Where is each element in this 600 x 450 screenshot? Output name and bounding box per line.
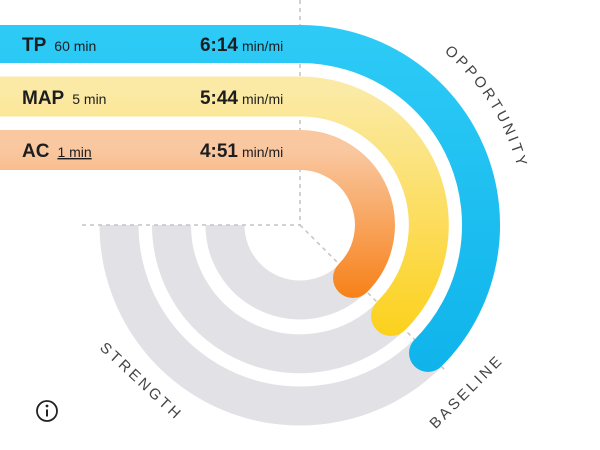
pace: 5:44 <box>200 88 238 109</box>
bands <box>0 25 501 372</box>
row: TP 60 min 6:14 min/mi <box>22 35 283 56</box>
unit: min/mi <box>242 38 283 54</box>
label: TP <box>22 35 47 56</box>
duration: 5 min <box>72 91 106 107</box>
row-text: MAP 5 min <box>22 88 106 109</box>
pace: 6:14 <box>200 35 238 56</box>
gray-arcs <box>99 224 442 426</box>
unit: min/mi <box>242 91 283 107</box>
pace: 4:51 <box>200 141 238 162</box>
row-text: TP 60 min <box>22 35 96 56</box>
unit: min/mi <box>242 144 283 160</box>
row: MAP 5 min 5:44 min/mi <box>22 88 283 109</box>
row-text: AC 1 min <box>22 141 92 162</box>
info-icon[interactable] <box>36 400 58 422</box>
label: MAP <box>22 88 65 109</box>
duration: 60 min <box>54 38 96 54</box>
label: AC <box>22 141 50 162</box>
duration[interactable]: 1 min <box>57 144 91 160</box>
row: AC 1 min 4:51 min/mi <box>22 141 283 162</box>
